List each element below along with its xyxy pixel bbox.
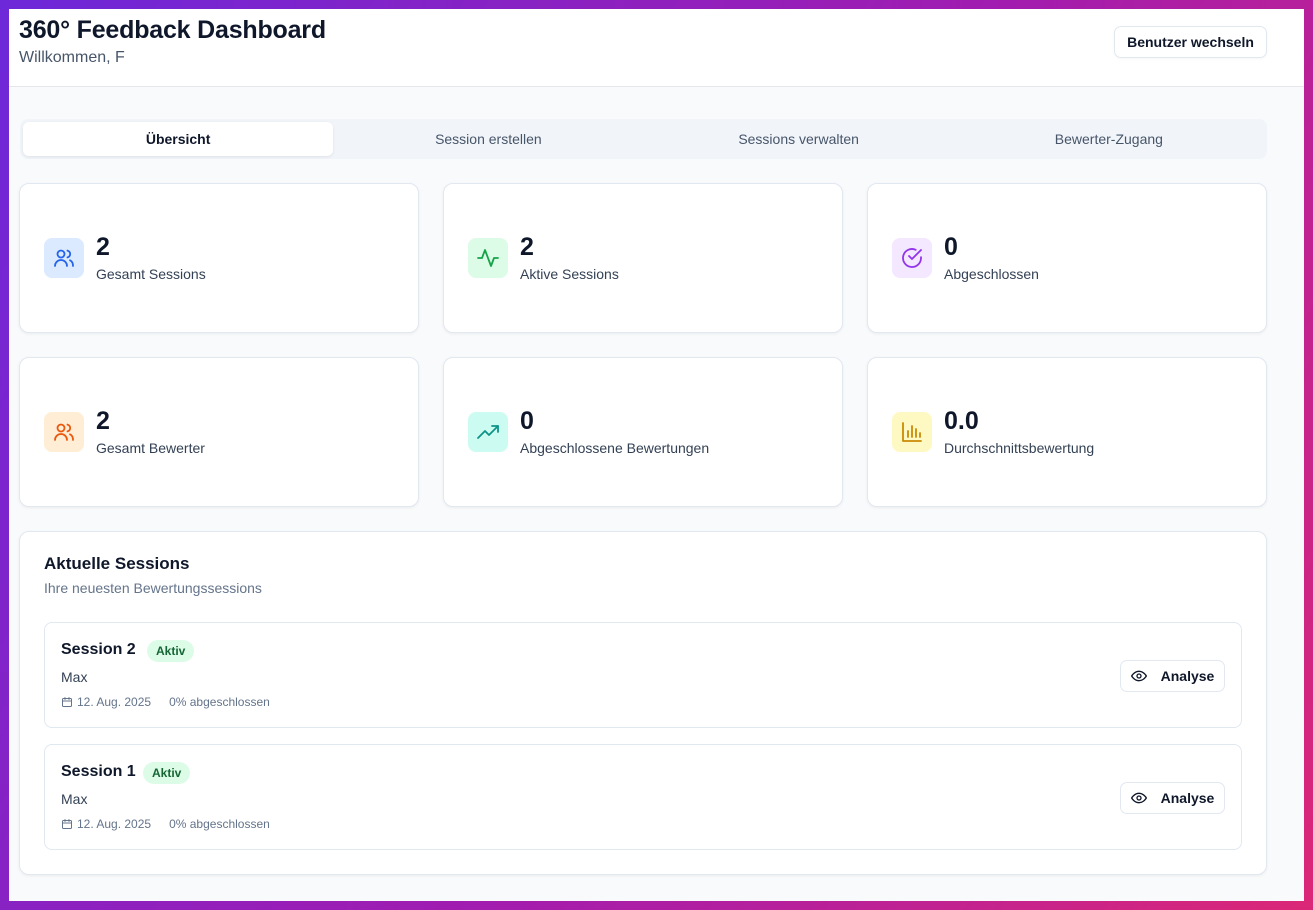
users-icon [44, 412, 84, 452]
stat-card-completed-ratings: 0 Abgeschlossene Bewertungen [443, 357, 843, 507]
tab-manage-sessions[interactable]: Sessions verwalten [738, 131, 859, 147]
tab-overview[interactable]: Übersicht [23, 122, 334, 156]
session-progress: 0% abgeschlossen [169, 817, 270, 831]
stat-label: Abgeschlossen [944, 266, 1039, 282]
session-item: Session 1 Aktiv Max 12. Aug. 2025 0% abg… [44, 744, 1242, 850]
activity-icon [468, 238, 508, 278]
switch-user-button[interactable]: Benutzer wechseln [1114, 26, 1267, 58]
stat-label: Gesamt Bewerter [96, 440, 205, 456]
tab-list: Übersicht Session erstellen Sessions ver… [20, 119, 1267, 159]
analyse-label: Analyse [1160, 790, 1215, 806]
tab-rater-access[interactable]: Bewerter-Zugang [1054, 131, 1163, 147]
status-badge: Aktiv [147, 640, 195, 662]
page-title: 360° Feedback Dashboard [19, 16, 326, 44]
stat-value: 0 [520, 407, 534, 435]
analyse-button[interactable]: Analyse [1120, 660, 1225, 692]
stat-value: 2 [96, 407, 110, 435]
session-meta: 12. Aug. 2025 0% abgeschlossen [61, 695, 270, 709]
session-progress: 0% abgeschlossen [169, 695, 270, 709]
welcome-text: Willkommen, F [19, 49, 125, 66]
session-date: 12. Aug. 2025 [77, 695, 152, 709]
stat-label: Durchschnittsbewertung [944, 440, 1095, 456]
stat-card-average-rating: 0.0 Durchschnittsbewertung [867, 357, 1267, 507]
session-person: Max [61, 791, 88, 807]
analyse-label: Analyse [1160, 668, 1215, 684]
stat-label: Gesamt Sessions [96, 266, 206, 282]
stat-card-total-raters: 2 Gesamt Bewerter [19, 357, 419, 507]
session-name: Session 1 [61, 763, 136, 780]
stat-card-total-sessions: 2 Gesamt Sessions [19, 183, 419, 333]
stat-label: Aktive Sessions [520, 266, 619, 282]
eye-icon [1130, 790, 1147, 806]
session-name: Session 2 [61, 641, 136, 658]
stat-card-active-sessions: 2 Aktive Sessions [443, 183, 843, 333]
stat-value: 0.0 [944, 407, 979, 435]
analyse-button[interactable]: Analyse [1120, 782, 1225, 814]
recent-sessions-card: Aktuelle Sessions Ihre neuesten Bewertun… [19, 531, 1267, 875]
stat-value: 2 [96, 233, 110, 261]
session-date: 12. Aug. 2025 [77, 817, 152, 831]
calendar-icon [61, 818, 73, 830]
session-meta: 12. Aug. 2025 0% abgeschlossen [61, 817, 270, 831]
header: 360° Feedback Dashboard Willkommen, F Be… [9, 9, 1304, 87]
eye-icon [1130, 668, 1147, 684]
session-item: Session 2 Aktiv Max 12. Aug. 2025 0% abg… [44, 622, 1242, 728]
session-person: Max [61, 669, 88, 685]
stat-value: 2 [520, 233, 534, 261]
recent-sessions-title: Aktuelle Sessions [44, 554, 190, 573]
app-window: 360° Feedback Dashboard Willkommen, F Be… [9, 9, 1304, 901]
calendar-icon [61, 696, 73, 708]
users-icon [44, 238, 84, 278]
stat-value: 0 [944, 233, 958, 261]
check-circle-icon [892, 238, 932, 278]
recent-sessions-subtitle: Ihre neuesten Bewertungssessions [44, 580, 262, 596]
tab-create-session[interactable]: Session erstellen [435, 131, 542, 147]
stat-label: Abgeschlossene Bewertungen [520, 440, 710, 456]
stat-card-completed: 0 Abgeschlossen [867, 183, 1267, 333]
trending-up-icon [468, 412, 508, 452]
bar-chart-icon [892, 412, 932, 452]
status-badge: Aktiv [143, 762, 191, 784]
